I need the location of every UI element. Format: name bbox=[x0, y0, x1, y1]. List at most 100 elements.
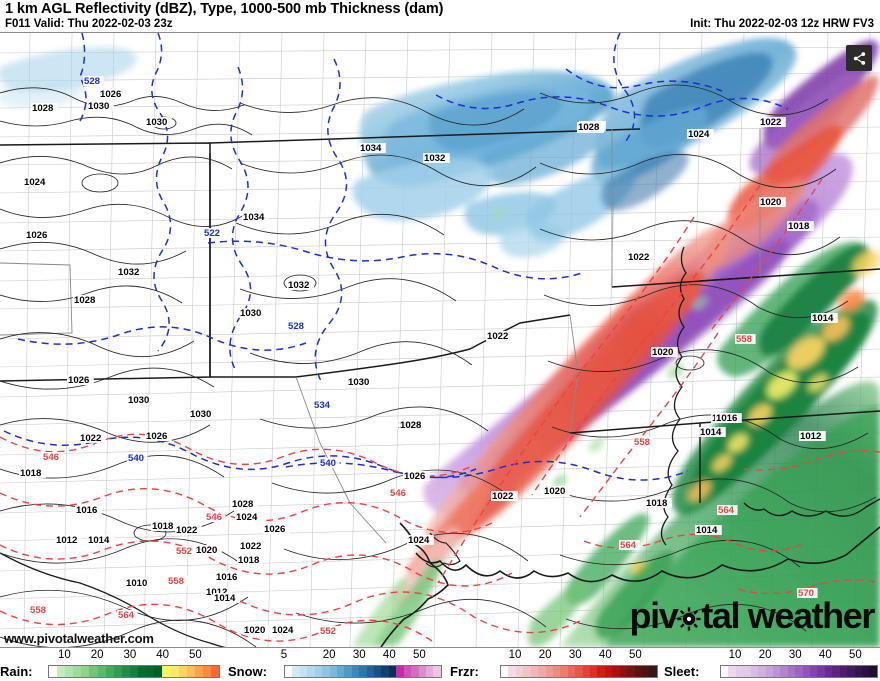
legend-swatch bbox=[795, 666, 803, 677]
legend-tick-value: 50 bbox=[189, 649, 202, 661]
isobar-label: 1014 bbox=[700, 427, 722, 438]
isobar-label: 1022 bbox=[176, 525, 197, 536]
legend-swatch bbox=[89, 666, 98, 677]
legend-swatch bbox=[649, 666, 657, 677]
isobar-label: 1026 bbox=[264, 524, 285, 535]
legend-ticks-snow: 5 20 30 40 50 bbox=[281, 648, 442, 664]
thickness-label-blue: 540 bbox=[128, 453, 144, 464]
legend-swatch bbox=[186, 666, 195, 677]
legend-colorbar-rain bbox=[48, 665, 220, 678]
isobar-label: 1018 bbox=[646, 498, 668, 509]
isobar-label: 1024 bbox=[24, 177, 46, 188]
isobar-label: 1022 bbox=[240, 541, 261, 552]
legend-tick-value: 40 bbox=[818, 649, 832, 661]
legend-swatch bbox=[97, 666, 106, 677]
legend-swatch bbox=[508, 666, 516, 677]
map-canvas[interactable]: 1028 1030 1026 1030 1024 1026 1032 1028 1034 1032… bbox=[0, 32, 880, 648]
isobar-label: 1026 bbox=[26, 230, 47, 241]
legend-label-sleet: Sleet: bbox=[664, 664, 700, 679]
isobar-label: 1028 bbox=[232, 499, 254, 510]
legend-tick-value: 20 bbox=[758, 649, 772, 661]
map-header: 1 km AGL Reflectivity (dBZ), Type, 1000-… bbox=[0, 0, 880, 32]
isobar-label: 1030 bbox=[240, 308, 261, 319]
site-url-watermark: www.pivotalweather.com bbox=[4, 631, 154, 646]
map-graphic: 1028 103010261030102410261032102810341032… bbox=[0, 33, 880, 647]
legend-swatch bbox=[597, 666, 605, 677]
legend-swatch bbox=[210, 666, 219, 677]
legend-group-sleet: Sleet: 10 20 30 40 50 bbox=[664, 648, 880, 681]
legend-tick-value: 30 bbox=[352, 649, 366, 661]
thickness-label-red: 552 bbox=[176, 546, 192, 557]
isobar-label: 1018 bbox=[152, 521, 174, 532]
isobar-label: 1010 bbox=[126, 578, 147, 589]
legend-tick-value: 10 bbox=[57, 649, 71, 661]
legend-tick-value: 50 bbox=[849, 649, 862, 661]
legend-label-rain: Rain: bbox=[0, 664, 33, 679]
legend-tick-value: 30 bbox=[123, 649, 137, 661]
isobar-label: 1024 bbox=[236, 512, 258, 523]
legend-swatch bbox=[73, 666, 82, 677]
thickness-contours-blue bbox=[3, 33, 789, 481]
legend-swatch bbox=[612, 666, 620, 677]
isobar-label: 1034 bbox=[243, 212, 265, 223]
isobar-label: 1012 bbox=[56, 535, 77, 546]
isobar-label: 1022 bbox=[80, 433, 101, 444]
isobar-label: 1024 bbox=[272, 625, 294, 636]
legend-swatch bbox=[501, 666, 509, 677]
thickness-label-blue: 528 bbox=[84, 76, 101, 87]
share-button[interactable] bbox=[846, 45, 872, 71]
legend-swatch bbox=[824, 666, 833, 677]
legend-swatch bbox=[307, 666, 315, 677]
legend-swatch bbox=[590, 666, 598, 677]
thickness-label-group-blue: 528 522 528 534 540 540 bbox=[83, 76, 340, 469]
legend-swatch bbox=[560, 666, 568, 677]
legend-swatch bbox=[57, 666, 66, 677]
legend-swatch bbox=[65, 666, 74, 677]
legend-swatch bbox=[366, 666, 375, 677]
brand-text-pre: piv bbox=[629, 595, 679, 636]
legend-swatch bbox=[765, 666, 773, 677]
legend-swatch bbox=[728, 666, 736, 677]
isobar-label: 1018 bbox=[20, 468, 42, 479]
thickness-label-red: 570 bbox=[798, 588, 814, 599]
isobar-label: 1022 bbox=[492, 491, 513, 502]
legend-swatch bbox=[854, 666, 863, 677]
thickness-label-red: 564 bbox=[620, 540, 637, 551]
legend-swatch bbox=[194, 666, 203, 677]
legend-swatch bbox=[634, 666, 643, 677]
isobar-label: 1032 bbox=[288, 280, 309, 291]
legend-swatch bbox=[810, 666, 818, 677]
isobar-label: 1016 bbox=[76, 505, 97, 516]
thickness-label-blue: 534 bbox=[314, 400, 331, 411]
thickness-label-red: 564 bbox=[718, 505, 735, 516]
thickness-label-red: 558 bbox=[736, 334, 753, 345]
legend-swatch bbox=[344, 666, 352, 677]
legend-colorbar-sleet bbox=[720, 665, 878, 678]
isobar-label: 1012 bbox=[800, 431, 821, 442]
legend-swatch bbox=[170, 666, 179, 677]
legend-swatch bbox=[758, 666, 766, 677]
legend-swatch bbox=[743, 666, 751, 677]
legend-swatch bbox=[374, 666, 382, 677]
legend-swatch bbox=[515, 666, 524, 677]
legend-swatch bbox=[787, 666, 796, 677]
gear-sun-icon bbox=[677, 601, 701, 631]
isobar-label: 1022 bbox=[487, 331, 508, 342]
thickness-label-red: 558 bbox=[168, 576, 185, 587]
legend-swatch bbox=[538, 666, 546, 677]
isobar-label: 1012 bbox=[206, 587, 227, 598]
isobar-label: 1028 bbox=[32, 103, 54, 114]
legend-tick-value: 10 bbox=[728, 649, 742, 661]
isobar-label: 1022 bbox=[760, 117, 781, 128]
page-title: 1 km AGL Reflectivity (dBZ), Type, 1000-… bbox=[5, 1, 444, 17]
thickness-label-red: 546 bbox=[43, 452, 59, 463]
legend-swatch bbox=[285, 666, 293, 677]
legend-swatch bbox=[545, 666, 553, 677]
legend-swatch bbox=[839, 666, 848, 677]
isobar-label: 1020 bbox=[244, 625, 265, 636]
legend-swatch bbox=[802, 666, 811, 677]
thickness-label-red: 552 bbox=[320, 626, 336, 637]
legend-swatch bbox=[411, 666, 419, 677]
legend-group-snow: Snow: 5 20 30 40 50 bbox=[228, 648, 452, 681]
